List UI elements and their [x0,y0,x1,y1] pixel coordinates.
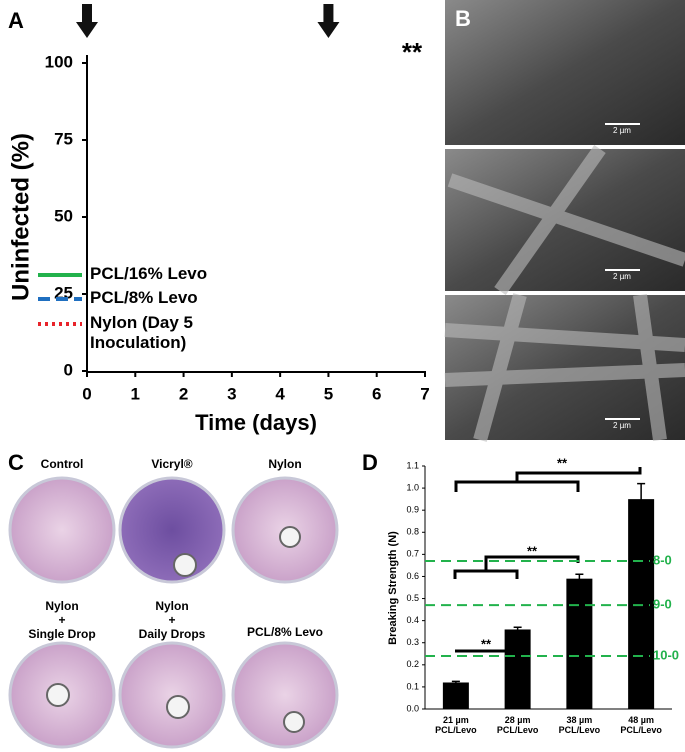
x-tick-label: 4 [275,384,285,403]
scale-bars [605,123,640,420]
suture-cross-sections [46,526,305,733]
legend-swatch [38,273,82,277]
x-tick-label: 21 µm PCL/Levo [435,715,477,736]
histology-caption: PCL/8% Levo [246,625,324,639]
significance-brackets [453,467,642,653]
legend-swatch [38,297,82,302]
y-tick-label: 0.4 [406,615,419,625]
x-tick-label: 6 [372,384,381,403]
histology-caption: Nylon + Single Drop [28,599,96,641]
histology-caption: Vicryl® [151,457,193,471]
scale-bar-label: 2 µm [613,272,631,281]
x-axis-label: Time (days) [195,410,317,435]
y-tick-label: 100 [45,52,73,71]
x-tick-label: 48 µm PCL/Levo [620,715,662,736]
x-tick-label: 3 [227,384,236,403]
inoculation-arrow [317,4,340,38]
x-tick-label: 0 [82,384,91,403]
y-tick-label: 0.8 [406,527,419,537]
x-tick-label: 7 [420,384,429,403]
y-tick-label: 0.7 [406,549,419,559]
panel-label: D [362,450,378,475]
x-tick-label: 5 [324,384,333,403]
y-tick-label: 0 [64,360,73,379]
legend-label: PCL/16% Levo [90,264,208,283]
legend-entry: PCL/16% Levo [36,264,250,284]
y-tick-label: 0.3 [406,637,419,647]
scale-bar-label: 2 µm [613,421,631,430]
bar [566,578,593,709]
reference-label: 9-0 [653,597,672,612]
y-tick-label: 75 [54,129,73,148]
y-axis-label: Breaking Strength (N) [387,531,399,645]
bar [504,629,531,709]
significance-label: ** [527,543,538,558]
error-bar [575,573,584,584]
histology-caption: Nylon + Daily Drops [138,599,206,641]
histology-caption: Control [40,457,84,471]
y-axis-label: Uninfected (%) [7,133,34,301]
bar [628,499,655,709]
y-tick-label: 0.1 [406,681,419,691]
y-tick-label: 0.9 [406,505,419,515]
inoculation-arrow [76,4,98,38]
histology-caption: Nylon [268,457,302,471]
panel-label: A [8,8,24,33]
x-tick-label: 1 [131,384,140,403]
x-tick-label: 28 µm PCL/Levo [496,715,539,736]
sem-image [445,0,685,145]
y-tick-label: 50 [54,206,73,225]
y-tick-label: 0.0 [406,703,419,713]
error-bar [513,626,522,633]
error-bar [451,680,460,685]
legend-label: Nylon (Day 5 Inoculation) [90,312,193,353]
y-tick-label: 1.1 [406,460,419,470]
reference-label: 8-0 [653,552,672,567]
annotation: ** [402,37,423,67]
legend-swatch [38,321,82,326]
x-tick-label: 2 [179,384,188,403]
panel-label: B [455,6,471,31]
x-tick-label: 38 µm PCL/Levo [558,715,601,736]
histology-images [8,476,339,749]
y-tick-label: 0.5 [406,593,419,603]
legend: PCL/16% Levo PCL/8% Levo Nylon (Day 5 Inoc… [36,264,250,358]
scale-bar-label: 2 µm [613,126,631,135]
reference-label: 10-0 [653,647,679,662]
legend-label: PCL/8% Levo [90,288,198,308]
panel-label: C [8,450,24,475]
bar [442,682,469,709]
significance-label: ** [481,636,492,651]
y-tick-label: 0.2 [406,659,419,669]
legend-entry: Nylon (Day 5 Inoculation) [36,313,250,354]
legend-entry: PCL/8% Levo [36,288,250,308]
error-bar [637,482,646,516]
y-tick-label: 1.0 [406,482,419,492]
y-tick-label: 0.6 [406,571,419,581]
fiber-texture [444,144,685,442]
significance-label: ** [557,455,568,470]
